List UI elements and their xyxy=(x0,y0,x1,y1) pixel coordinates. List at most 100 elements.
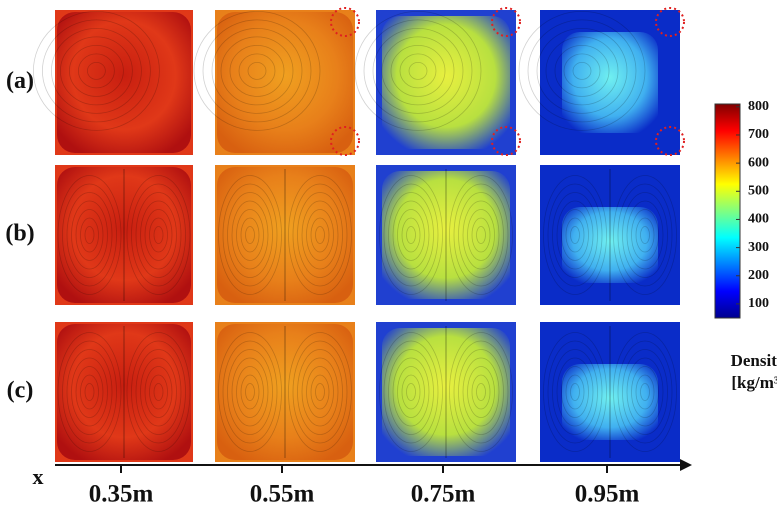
streamline xyxy=(149,217,168,253)
streamline xyxy=(388,192,434,278)
streamline xyxy=(635,217,655,253)
streamline xyxy=(306,209,334,261)
row-label: (c) xyxy=(7,378,34,404)
streamline xyxy=(218,175,282,295)
streamline xyxy=(315,226,325,244)
streamline xyxy=(408,62,428,80)
streamline xyxy=(561,209,589,261)
streamline xyxy=(135,349,182,435)
streamline xyxy=(631,209,659,261)
streamline xyxy=(390,45,446,97)
streamline xyxy=(131,340,186,444)
x-axis-arrow xyxy=(680,459,692,471)
streamline xyxy=(570,226,580,244)
streamline xyxy=(572,62,592,80)
streamline xyxy=(236,366,264,418)
streamline xyxy=(543,332,607,452)
column-label: 0.95m xyxy=(575,481,640,508)
streamline xyxy=(449,175,513,295)
streamline xyxy=(240,374,260,410)
highlight-circle xyxy=(330,126,360,156)
streamline xyxy=(202,19,312,123)
streamline xyxy=(80,374,99,410)
field-core xyxy=(217,324,353,460)
field-core xyxy=(382,16,510,149)
streamline xyxy=(476,226,486,244)
streamline xyxy=(570,383,580,401)
streamline xyxy=(565,374,585,410)
streamline xyxy=(245,383,255,401)
field-core xyxy=(57,12,191,153)
streamline xyxy=(288,175,352,295)
streamline xyxy=(458,349,504,435)
streamline xyxy=(613,332,677,452)
streamline xyxy=(297,349,343,435)
streamline xyxy=(227,349,273,435)
streamline xyxy=(552,349,598,435)
colorbar-label: Density xyxy=(731,351,777,370)
streamline xyxy=(292,340,348,444)
streamline xyxy=(635,374,655,410)
streamline xyxy=(292,183,348,287)
highlight-circle xyxy=(491,7,521,37)
streamline xyxy=(397,366,425,418)
streamline xyxy=(131,183,186,287)
streamline xyxy=(135,192,182,278)
field-core xyxy=(562,207,658,283)
panels xyxy=(33,7,685,462)
streamline xyxy=(401,217,421,253)
streamline xyxy=(140,200,177,270)
column-label: 0.75m xyxy=(411,481,476,508)
column-label: 0.35m xyxy=(89,481,154,508)
row-label: (a) xyxy=(6,68,34,94)
streamline xyxy=(245,226,255,244)
streamline xyxy=(552,192,598,278)
streamline xyxy=(392,200,430,270)
streamline xyxy=(640,383,650,401)
streamline xyxy=(372,28,464,114)
streamline xyxy=(84,226,95,244)
streamline xyxy=(60,36,133,106)
colorbar-tick-label: 300 xyxy=(748,240,769,255)
streamline xyxy=(462,357,500,427)
streamline xyxy=(388,349,434,435)
field-core xyxy=(562,364,658,440)
colorbar xyxy=(714,103,741,319)
streamline xyxy=(401,374,421,410)
streamline xyxy=(383,183,439,287)
streamline xyxy=(381,36,455,106)
row-label: (b) xyxy=(5,221,34,247)
streamline xyxy=(453,183,509,287)
field-core xyxy=(382,328,510,456)
streamline xyxy=(458,192,504,278)
streamline xyxy=(556,200,594,270)
streamline xyxy=(62,183,117,287)
streamline xyxy=(622,349,668,435)
streamline xyxy=(399,53,437,89)
streamline xyxy=(126,332,191,452)
streamline xyxy=(476,383,486,401)
streamline xyxy=(471,217,491,253)
colorbar-tick-label: 700 xyxy=(748,127,769,142)
streamline xyxy=(626,200,664,270)
streamline xyxy=(545,36,619,106)
highlight-circle xyxy=(330,7,360,37)
streamline xyxy=(315,383,325,401)
streamline xyxy=(69,45,124,97)
streamline xyxy=(363,19,473,123)
streamline xyxy=(247,62,267,80)
streamline xyxy=(222,340,278,444)
streamline xyxy=(449,332,513,452)
streamline xyxy=(617,183,673,287)
streamline xyxy=(471,374,491,410)
highlight-circle xyxy=(655,7,685,37)
streamline xyxy=(565,217,585,253)
streamline xyxy=(379,332,443,452)
streamline xyxy=(561,366,589,418)
colorbar-tick-label: 100 xyxy=(748,296,769,311)
field-core xyxy=(562,32,658,133)
streamline xyxy=(57,175,122,295)
colorbar-tick-label: 400 xyxy=(748,212,769,227)
streamline xyxy=(310,217,330,253)
